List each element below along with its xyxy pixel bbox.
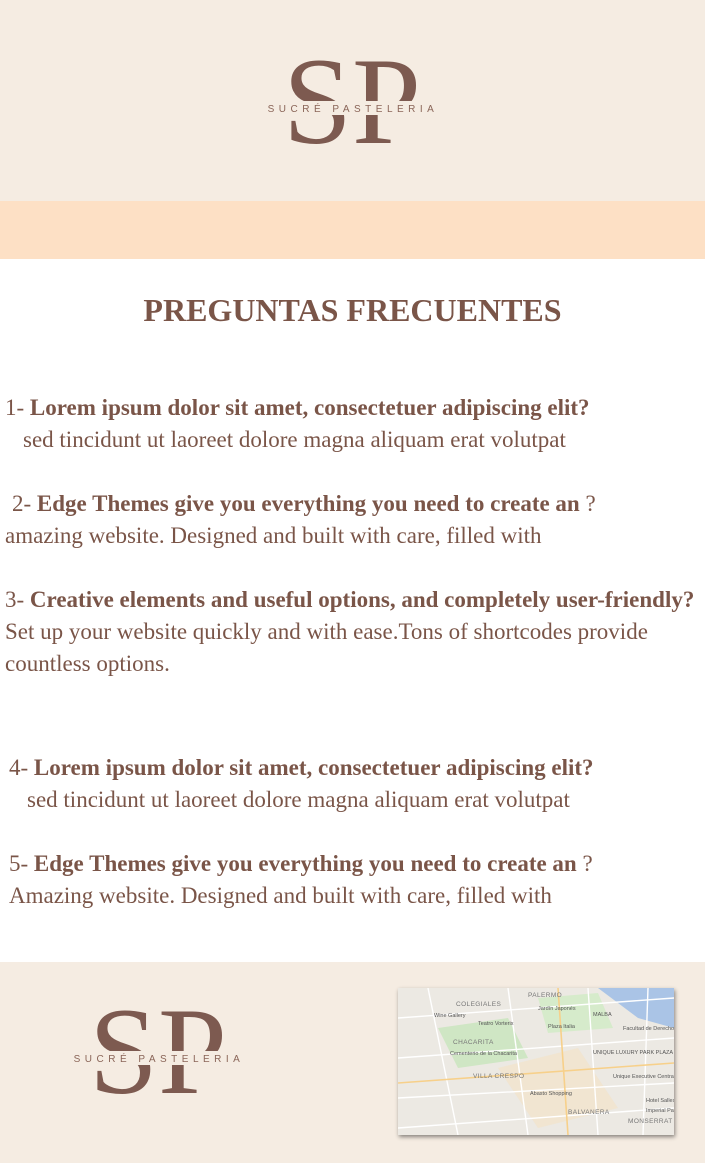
faq-item: 4- Lorem ipsum dolor sit amet, consectet…	[9, 752, 699, 816]
banner-band	[0, 201, 705, 259]
map-label: Imperial Park	[646, 1108, 674, 1114]
faq-number: 2-	[12, 491, 32, 516]
faq-item: 1- Lorem ipsum dolor sit amet, consectet…	[5, 392, 695, 456]
faq-number: 4-	[9, 755, 29, 780]
map-label: Unique Executive Central	[613, 1074, 674, 1080]
map-label: CHACARITA	[453, 1039, 494, 1046]
faq-item: 2- Edge Themes give you everything you n…	[5, 488, 695, 552]
map-label: Wine Gallery	[434, 1013, 466, 1019]
faq-question-end: ?	[585, 491, 596, 516]
faq-question-line: 3- Creative elements and useful options,…	[5, 584, 695, 616]
faq-question-line: 5- Edge Themes give you everything you n…	[9, 848, 699, 880]
map-label: Teatro Vorterix	[478, 1021, 514, 1027]
map-label: MALBA	[593, 1012, 612, 1018]
map-label: VILLA CRESPO	[473, 1073, 524, 1080]
map-label: Cementerio de la Chacarita	[450, 1051, 518, 1057]
footer-logo: SP SUCRÉ PASTELERIA	[64, 983, 254, 1120]
faq-item: 5- Edge Themes give you everything you n…	[9, 848, 699, 912]
faq-question-end: ?	[582, 851, 593, 876]
faq-question-line: 4- Lorem ipsum dolor sit amet, consectet…	[9, 752, 699, 784]
map-label: Jardín Japonés	[538, 1006, 576, 1012]
map-label: BALVANERA	[568, 1109, 610, 1116]
map-label: COLEGIALES	[456, 1001, 501, 1008]
faq-number: 3-	[5, 587, 25, 612]
faq-item: 3- Creative elements and useful options,…	[5, 584, 695, 680]
faq-question: Edge Themes give you everything you need…	[33, 851, 577, 876]
logo-brand: SUCRÉ PASTELERIA	[268, 102, 439, 115]
logo-brand: SUCRÉ PASTELERIA	[74, 1052, 245, 1065]
logo: SP SUCRÉ PASTELERIA	[258, 33, 448, 170]
map-label: Hotel Salles	[646, 1098, 674, 1104]
faq-question-line: 2- Edge Themes give you everything you n…	[5, 488, 695, 520]
faq-answer: amazing website. Designed and built with…	[5, 523, 542, 548]
header: SP SUCRÉ PASTELERIA	[0, 0, 705, 201]
faq-question: Lorem ipsum dolor sit amet, consectetuer…	[29, 395, 590, 420]
map-label: MONSERRAT	[628, 1118, 673, 1125]
faq-answer: Set up your website quickly and with eas…	[5, 619, 648, 676]
map-label: Abasto Shopping	[530, 1091, 572, 1097]
map-label: PALERMO	[528, 992, 562, 999]
faq-title: PREGUNTAS FRECUENTES	[143, 292, 562, 328]
faq-question: Edge Themes give you everything you need…	[36, 491, 580, 516]
faq-answer: Amazing website. Designed and built with…	[9, 883, 552, 908]
map: PALERMO COLEGIALES Jardín Japonés MALBA Wine…	[398, 988, 674, 1135]
map-label: Plaza Italia	[548, 1024, 576, 1030]
faq-answer: sed tincidunt ut laoreet dolore magna al…	[23, 427, 566, 452]
faq-number: 5-	[9, 851, 29, 876]
faq-answer: sed tincidunt ut laoreet dolore magna al…	[27, 787, 570, 812]
faq-question: Lorem ipsum dolor sit amet, consectetuer…	[33, 755, 594, 780]
faq-question-line: 1- Lorem ipsum dolor sit amet, consectet…	[5, 392, 695, 424]
map-label: Facultad de Derecho	[623, 1026, 674, 1032]
faq-number: 1-	[5, 395, 25, 420]
faq-question: Creative elements and useful options, an…	[29, 587, 695, 612]
map-label: UNIQUE LUXURY PARK PLAZA	[593, 1050, 673, 1056]
